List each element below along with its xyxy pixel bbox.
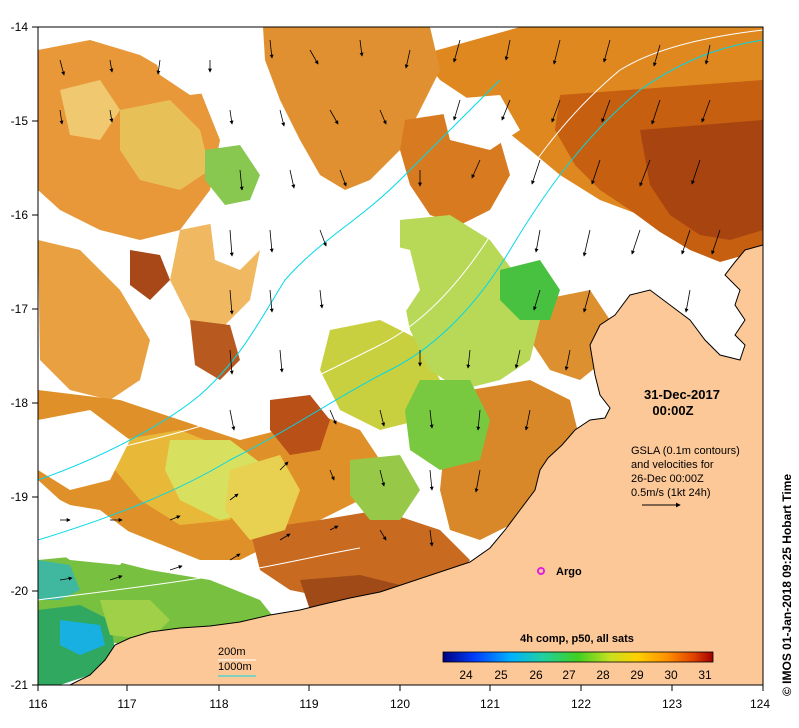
y-tick-label: -15	[11, 114, 29, 128]
y-axis: -14 -15 -16 -17 -18 -19 -20 -21	[11, 20, 38, 692]
colorbar-label: 25	[494, 668, 508, 682]
y-tick-label: -20	[11, 584, 29, 598]
argo-float-marker	[537, 567, 545, 575]
colorbar-label: 31	[698, 668, 712, 682]
credit-text: © IMOS 01-Jan-2018 09:25 Hobart Time	[780, 474, 794, 696]
colorbar-label: 24	[459, 668, 473, 682]
x-tick-label: 118	[209, 697, 228, 711]
cloud-gaps	[38, 35, 520, 565]
y-tick-label: -21	[11, 678, 29, 692]
x-tick-label: 120	[390, 697, 410, 711]
gsla-legend-line: 0.5m/s (1kt 24h)	[631, 487, 710, 499]
depth-legend-1000m: 1000m	[218, 661, 252, 673]
time-label: 00:00Z	[652, 403, 693, 418]
x-tick-label: 123	[662, 697, 682, 711]
x-tick-label: 122	[571, 697, 591, 711]
date-label: 31-Dec-2017	[644, 387, 720, 402]
y-tick-label: -17	[11, 302, 29, 316]
y-tick-label: -14	[11, 20, 29, 34]
y-tick-label: -16	[11, 208, 29, 222]
x-axis: 116 117 118 119 120 121 122 123 124	[28, 685, 770, 711]
x-tick-label: 116	[28, 697, 47, 711]
colorbar-label: 29	[630, 668, 644, 682]
sst-field	[38, 27, 763, 685]
colorbar-label: 28	[596, 668, 610, 682]
colorbar-label: 26	[529, 668, 543, 682]
colorbar-label: 30	[664, 668, 678, 682]
y-tick-label: -18	[11, 396, 29, 410]
gsla-legend-line: 26-Dec 00:00Z	[631, 473, 704, 485]
colorbar-title: 4h comp, p50, all sats	[520, 633, 634, 645]
x-tick-label: 121	[480, 697, 500, 711]
depth-legend-200m: 200m	[218, 646, 246, 658]
x-tick-label: 117	[117, 697, 136, 711]
argo-label: Argo	[556, 566, 582, 578]
x-tick-label: 119	[299, 697, 318, 711]
velocity-arrows	[59, 39, 721, 581]
colorbar-label: 27	[562, 668, 576, 682]
x-tick-label: 124	[750, 697, 770, 711]
gsla-legend-line: and velocities for	[631, 459, 714, 471]
bathymetry-contours	[38, 29, 763, 601]
y-tick-label: -19	[11, 490, 29, 504]
land-mass	[69, 244, 763, 685]
colorbar: 4h comp, p50, all sats 24 25 26 27 28 29…	[442, 633, 714, 682]
gsla-legend-line: GSLA (0.1m contours)	[631, 445, 740, 457]
